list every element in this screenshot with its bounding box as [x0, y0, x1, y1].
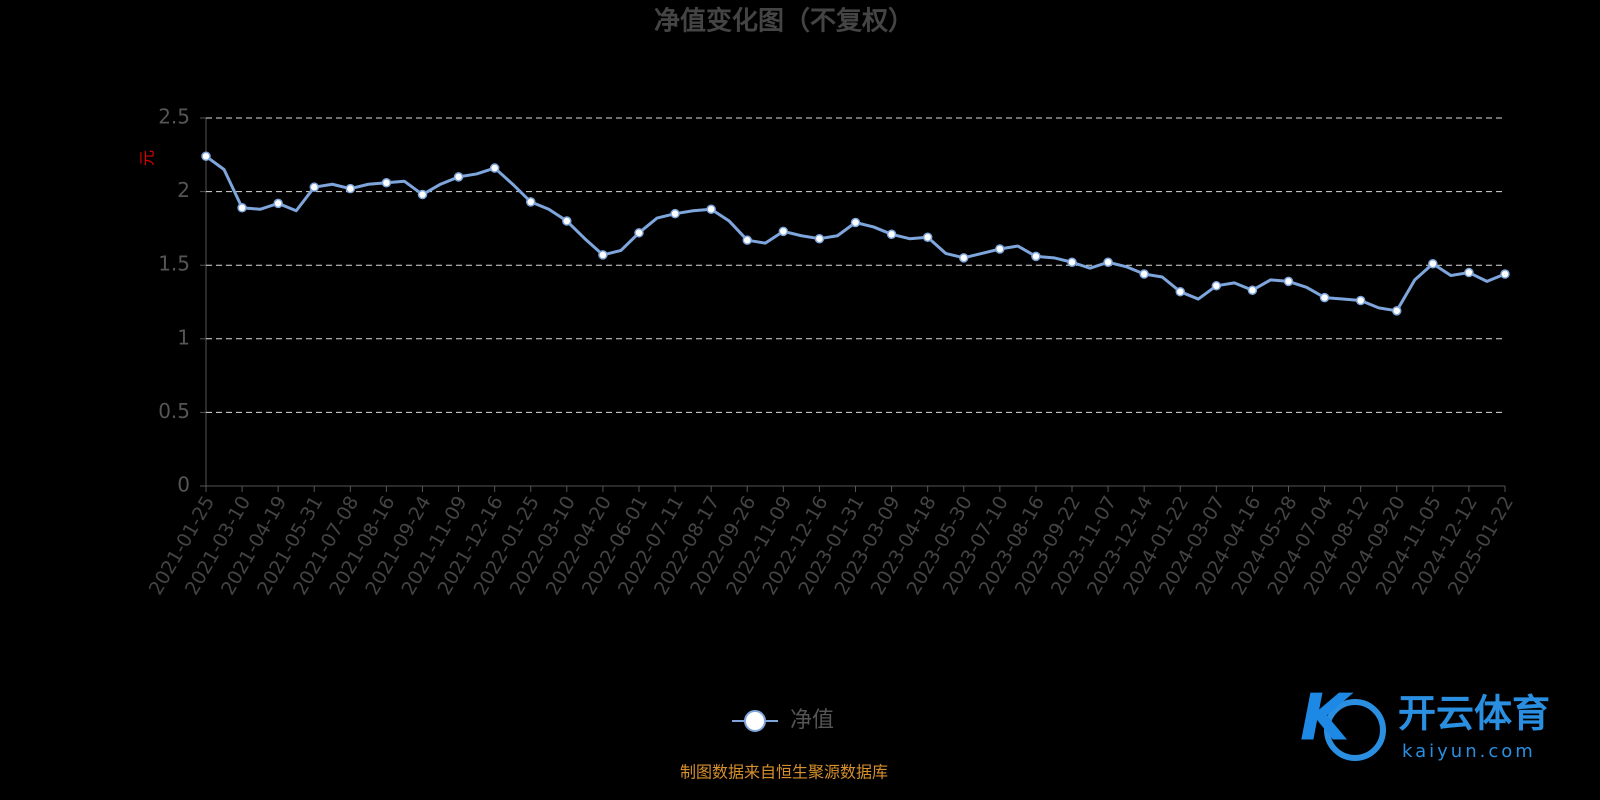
point-marker — [814, 233, 825, 244]
y-tick-label: 2.5 — [158, 105, 190, 129]
point-marker — [273, 198, 283, 209]
y-tick-label: 0 — [177, 473, 190, 497]
point-marker — [1392, 306, 1402, 316]
point-marker — [309, 182, 319, 192]
point-marker — [886, 229, 897, 240]
point-marker — [742, 235, 752, 245]
legend-label[interactable]: 净值 — [790, 708, 834, 733]
point-marker — [1031, 251, 1041, 262]
y-tick-label: 2 — [177, 178, 190, 202]
point-marker — [453, 172, 464, 182]
point-marker — [1500, 269, 1510, 279]
point-marker — [598, 250, 608, 260]
point-marker — [1247, 285, 1258, 295]
point-marker — [1175, 286, 1185, 297]
point-marker — [995, 244, 1005, 254]
point-marker — [922, 232, 933, 242]
point-marker — [634, 228, 644, 238]
point-marker — [1319, 292, 1330, 303]
y-tick-label: 0.5 — [158, 399, 190, 423]
point-marker — [1464, 267, 1474, 278]
source-note: 制图数据来自恒生聚源数据库 — [680, 763, 888, 782]
point-marker — [417, 189, 428, 200]
point-marker — [381, 178, 392, 188]
watermark-text: 开云体育 — [1398, 692, 1550, 736]
y-tick-label: 1 — [177, 325, 190, 349]
point-marker — [562, 216, 572, 226]
point-marker — [1428, 258, 1438, 269]
watermark: K 开云体育 kaiyun.com — [1300, 682, 1550, 762]
y-tick-label: 1.5 — [158, 252, 190, 276]
point-marker — [670, 208, 680, 219]
point-marker — [850, 217, 861, 228]
watermark-logo-k: K — [1300, 682, 1354, 756]
point-marker — [1103, 257, 1113, 268]
point-marker — [778, 226, 789, 237]
point-marker — [1355, 295, 1366, 306]
legend-marker — [744, 710, 766, 732]
point-marker — [201, 151, 211, 162]
point-marker — [526, 197, 536, 207]
point-marker — [1211, 281, 1222, 291]
point-marker — [489, 163, 500, 173]
y-axis-label: 元 — [138, 150, 157, 166]
point-marker — [345, 183, 356, 194]
point-marker — [706, 204, 716, 215]
chart-title: 净值变化图（不复权） — [654, 6, 914, 37]
watermark-logo — [1324, 699, 1386, 761]
point-marker — [1283, 276, 1294, 287]
point-marker — [959, 253, 969, 263]
watermark-url: kaiyun.com — [1402, 741, 1536, 762]
point-marker — [1139, 269, 1149, 279]
point-marker — [237, 203, 247, 213]
point-marker — [1067, 257, 1077, 268]
series-line — [205, 155, 1506, 313]
